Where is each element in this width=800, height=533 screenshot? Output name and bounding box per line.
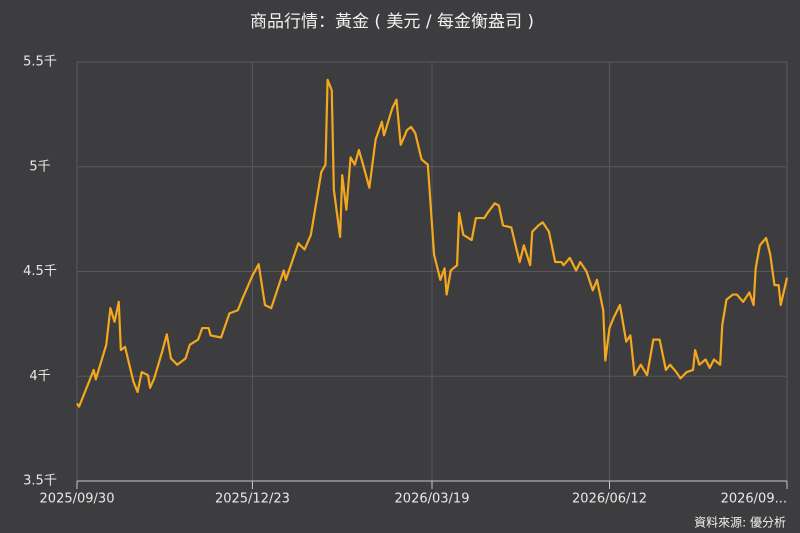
y-tick-label: 5千 [29, 159, 50, 174]
price-line [76, 78, 789, 408]
source-note: 資料來源: 優分析 [694, 516, 786, 530]
y-tick-label: 4千 [29, 369, 50, 384]
x-tick-label: 2026/03/19 [395, 492, 470, 507]
x-tick-label: 2025/12/23 [215, 492, 290, 507]
x-tick-label: 2026/06/12 [572, 492, 647, 507]
chart-title: 商品行情：黃金 ( 美元 / 每金衡盎司 ) [250, 12, 534, 32]
y-tick-label: 4.5千 [23, 264, 57, 279]
x-tick-label: 2026/09... [721, 492, 787, 507]
x-tick-label: 2025/09/30 [40, 492, 115, 507]
y-tick-label: 5.5千 [23, 55, 57, 70]
y-tick-label: 3.5千 [23, 474, 57, 489]
